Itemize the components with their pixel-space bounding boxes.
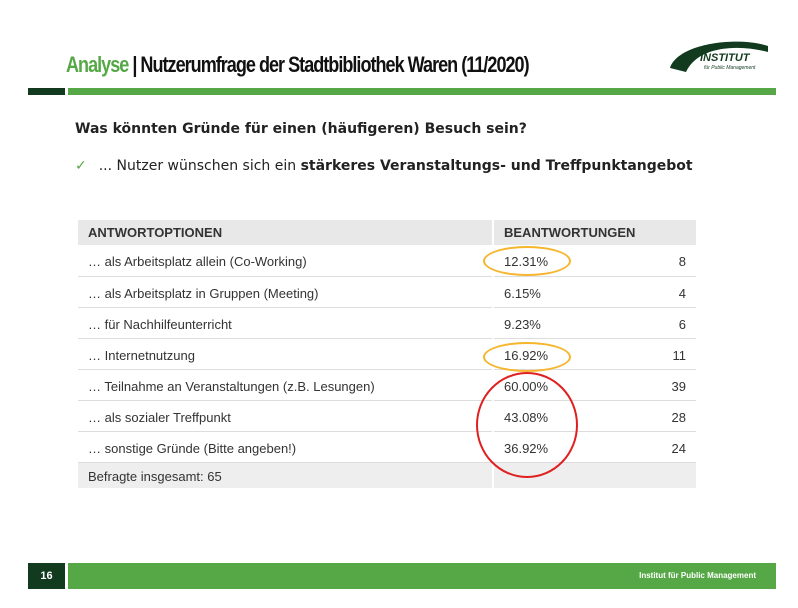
percent-value: 9.23% [492,307,626,339]
table-row: … Internetnutzung 16.92% 11 [78,338,696,370]
table-row: … sonstige Gründe (Bitte angeben!) 36.92%… [78,431,696,463]
option-label: … sonstige Gründe (Bitte angeben!) [78,431,493,463]
table-row: … als Arbeitsplatz in Gruppen (Meeting) 6… [78,276,696,308]
highlight-ellipse [483,246,571,276]
table-row: … als Arbeitsplatz allein (Co-Working) 12… [78,245,696,277]
title-rest: | Nutzerumfrage der Stadtbibliothek Ware… [132,52,529,77]
count-value: 24 [625,431,696,463]
header-bar-green [68,88,776,95]
option-label: … als sozialer Treffpunkt [78,400,493,432]
header-bar-dark [28,88,65,95]
table-row: … für Nachhilfeunterricht 9.23% 6 [78,307,696,339]
header-options: ANTWORTOPTIONEN [78,220,493,245]
title-accent: Analyse [66,52,129,77]
total-label: Befragte insgesamt: 65 [78,462,493,488]
footer-page-box: 16 [28,563,65,589]
footer-org: Institut für Public Management [639,571,756,580]
bullet-prefix: ... Nutzer wünschen sich ein [98,158,301,174]
count-value: 6 [625,307,696,339]
option-label: … als Arbeitsplatz in Gruppen (Meeting) [78,276,493,308]
count-value: 28 [625,400,696,432]
percent-value: 6.15% [492,276,626,308]
option-label: … für Nachhilfeunterricht [78,307,493,339]
highlight-ellipse [483,342,571,372]
logo-swoosh-icon [670,41,768,72]
count-value: 4 [625,276,696,308]
count-value: 11 [625,338,696,370]
table-row: … Teilnahme an Veranstaltungen (z.B. Les… [78,369,696,401]
page-title: Analyse | Nutzerumfrage der Stadtbibliot… [66,52,530,78]
option-label: … als Arbeitsplatz allein (Co-Working) [78,245,493,277]
checkmark-icon: ✓ [75,158,87,174]
total-row: Befragte insgesamt: 65 [78,462,696,488]
institute-logo: INSTITUT für Public Management [668,38,772,76]
bullet-point: ✓ ... Nutzer wünschen sich ein stärkeres … [75,158,693,174]
logo-main-text: INSTITUT [700,52,750,64]
header-answers: BEANTWORTUNGEN [492,220,696,245]
table-row: … als sozialer Treffpunkt 43.08% 28 [78,400,696,432]
page-number: 16 [40,570,53,582]
footer-bar: Institut für Public Management [68,563,776,589]
count-value: 39 [625,369,696,401]
bullet-bold: stärkeres Veranstaltungs- und Treffpunkt… [300,158,693,174]
option-label: … Teilnahme an Veranstaltungen (z.B. Les… [78,369,493,401]
results-table: ANTWORTOPTIONEN BEANTWORTUNGEN … als Arb… [78,220,696,488]
count-value: 8 [625,245,696,277]
highlight-circle [476,372,578,478]
question-text: Was könnten Gründe für einen (häufigeren… [75,121,527,137]
logo-sub-text: für Public Management [704,65,756,71]
option-label: … Internetnutzung [78,338,493,370]
